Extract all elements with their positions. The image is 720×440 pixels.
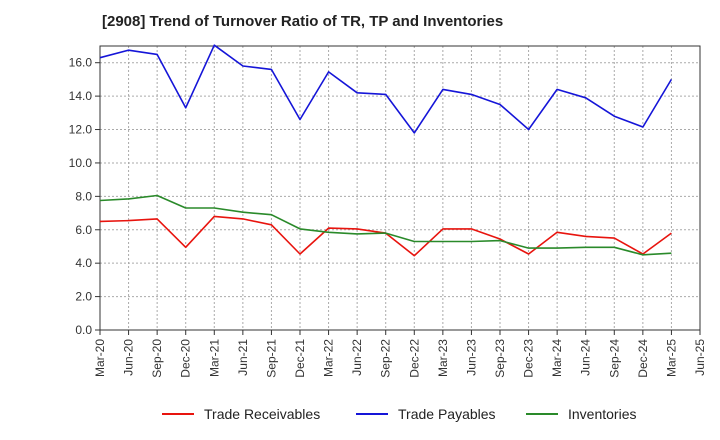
legend-label: Trade Payables (398, 406, 496, 422)
y-tick-label: 4.0 (75, 256, 92, 270)
chart-title: [2908] Trend of Turnover Ratio of TR, TP… (102, 13, 504, 30)
x-tick-label: Mar-24 (550, 339, 564, 377)
x-tick-label: Dec-24 (636, 339, 650, 378)
x-tick-label: Sep-20 (150, 339, 164, 378)
series-lines (99, 44, 673, 257)
x-tick-label: Mar-23 (436, 339, 450, 377)
x-tick-label: Dec-20 (179, 339, 193, 378)
y-tick-label: 6.0 (75, 223, 92, 237)
x-tick-label: Jun-22 (350, 339, 364, 376)
gridlines (100, 46, 700, 330)
plot-frame (99, 45, 701, 331)
x-tick-label: Jun-25 (693, 339, 707, 376)
x-tick-label: Sep-24 (607, 339, 621, 378)
y-tick-label: 2.0 (75, 290, 92, 304)
series-line-inventories (99, 194, 672, 256)
x-tick-label: Mar-20 (93, 339, 107, 377)
x-tick-label: Mar-21 (207, 339, 221, 377)
x-tick-label: Mar-22 (322, 339, 336, 377)
y-tick-label: 16.0 (69, 56, 93, 70)
x-tick-label: Jun-20 (122, 339, 136, 376)
y-tick-label: 14.0 (69, 89, 93, 103)
x-tick-label: Jun-24 (579, 339, 593, 376)
y-tick-label: 12.0 (69, 123, 93, 137)
x-tick-label: Dec-23 (522, 339, 536, 378)
x-tick-label: Mar-25 (664, 339, 678, 377)
x-tick-label: Sep-21 (264, 339, 278, 378)
x-tick-label: Dec-22 (407, 339, 421, 378)
y-tick-label: 10.0 (69, 156, 93, 170)
y-tick-label: 0.0 (75, 323, 92, 337)
x-tick-label: Jun-21 (236, 339, 250, 376)
legend: Trade Receivables Trade Payables Inventori… (162, 406, 636, 422)
x-tick-label: Dec-21 (293, 339, 307, 378)
y-tick-label: 8.0 (75, 189, 92, 203)
axes: 0.0 2.0 4.0 6.0 8.0 10.0 12.0 14.0 16.0 Mar-20 Jun… (69, 45, 707, 378)
x-tick-label: Jun-23 (464, 339, 478, 376)
x-tick-label: Sep-22 (379, 339, 393, 378)
x-tick-label: Sep-23 (493, 339, 507, 378)
legend-label: Trade Receivables (204, 406, 320, 422)
series-line-trade-payables (99, 44, 673, 134)
legend-label: Inventories (568, 406, 636, 422)
